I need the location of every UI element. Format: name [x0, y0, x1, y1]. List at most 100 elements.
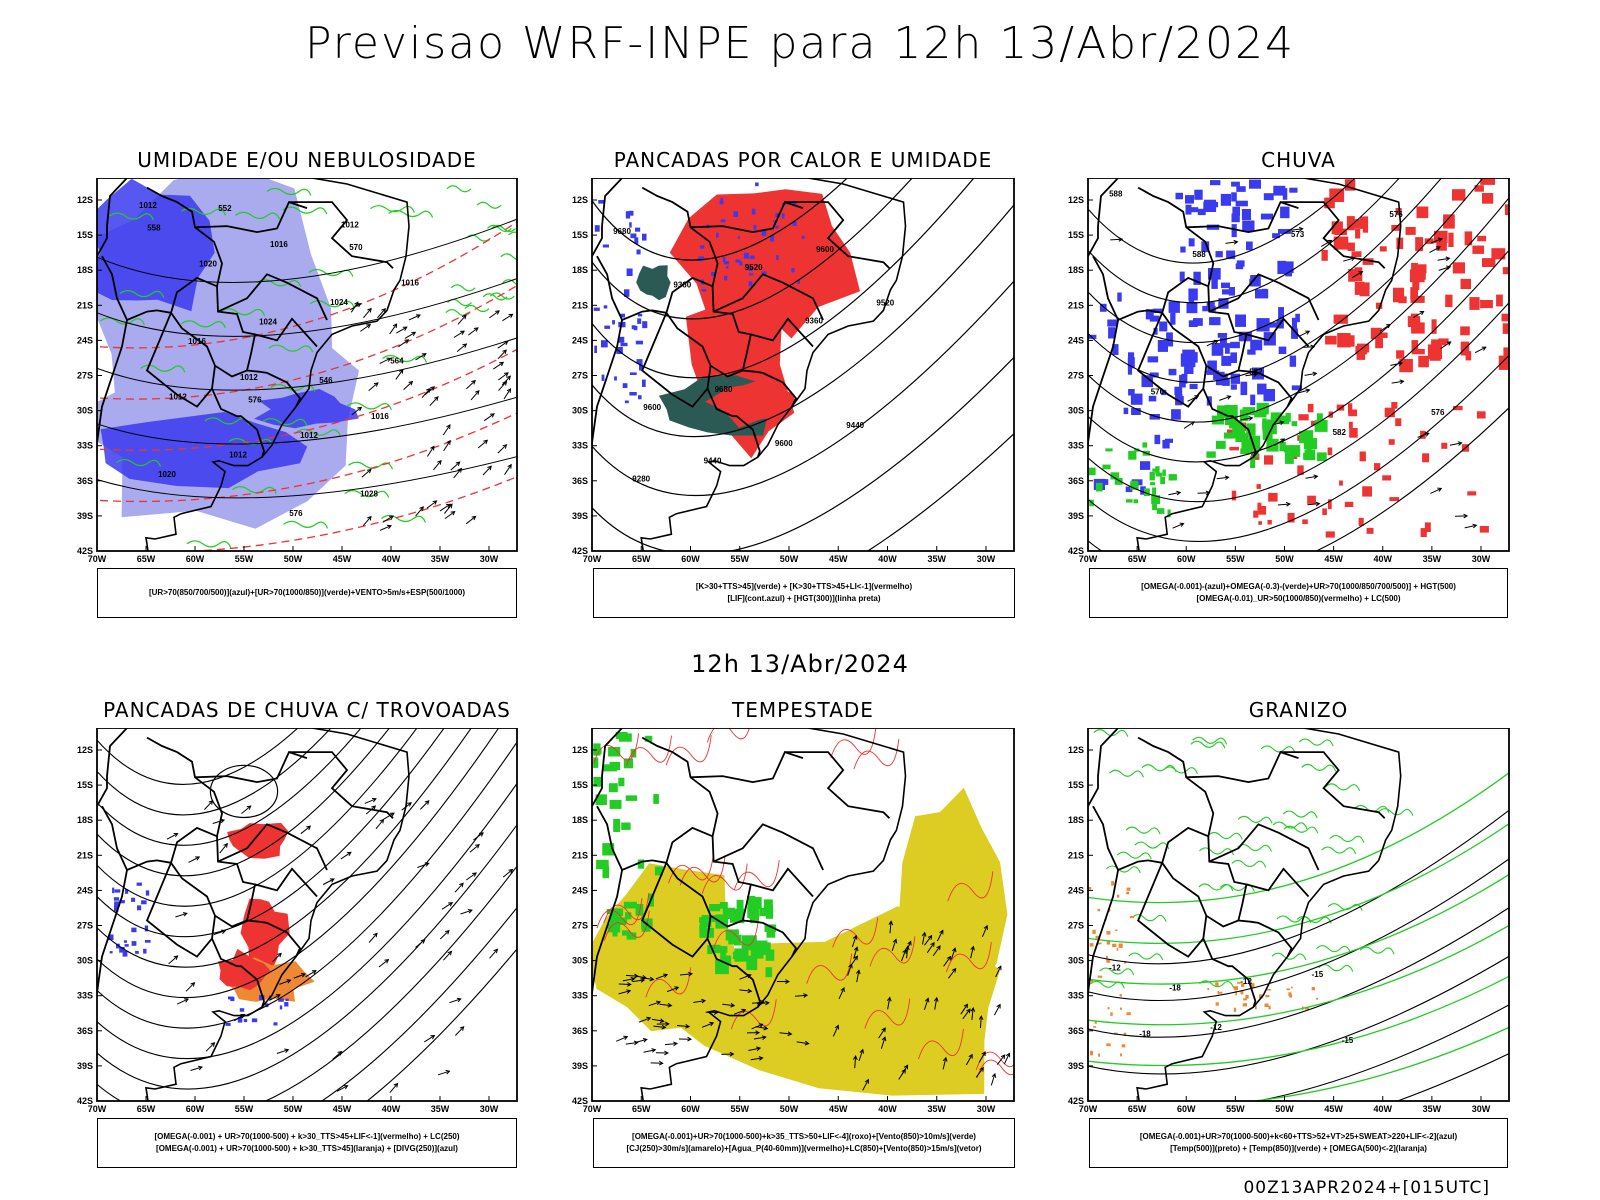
- wind-vector-head: [1463, 513, 1469, 519]
- field-speckle: [1291, 328, 1298, 339]
- wind-vector: [618, 983, 631, 985]
- field-speckle: [1256, 484, 1261, 489]
- wind-vector-head: [853, 946, 859, 952]
- wind-vector: [378, 959, 389, 968]
- lon-label: 45W: [829, 554, 848, 564]
- geopotential-500: [1088, 354, 1509, 543]
- map-frame: [1087, 178, 1510, 552]
- contour-label: 1012: [300, 431, 318, 440]
- wind-vector-head: [1358, 271, 1364, 276]
- temp-500-contour: [1088, 809, 1509, 965]
- political-border: [641, 312, 709, 408]
- field-speckle: [1226, 250, 1236, 260]
- wind-vector-head: [659, 1018, 665, 1024]
- field-speckle: [1197, 208, 1206, 216]
- lon-label: 40W: [382, 1104, 401, 1114]
- lon-label: 65W: [632, 554, 651, 564]
- lat-label: 33S: [1068, 991, 1084, 1001]
- wind-vector-head: [924, 997, 930, 1003]
- field-speckle: [1299, 431, 1312, 444]
- wind-vector: [1429, 246, 1441, 254]
- field-speckle: [1349, 428, 1358, 438]
- field-speckle: [593, 776, 602, 787]
- wind-vector: [415, 939, 426, 948]
- field-speckle: [1215, 440, 1226, 449]
- field-speckle: [141, 900, 147, 905]
- wind-vector-head: [946, 955, 952, 961]
- political-border: [750, 867, 814, 898]
- wind-vector: [970, 946, 974, 959]
- wind-vector-head: [415, 314, 421, 319]
- wind-vector: [415, 506, 424, 517]
- political-border: [665, 836, 752, 928]
- lat-label: 39S: [1068, 511, 1084, 521]
- political-border: [784, 201, 891, 269]
- map-frame: [591, 178, 1015, 552]
- wind-vector-head: [803, 993, 809, 998]
- wind-vector: [503, 388, 511, 400]
- coastline: [640, 728, 907, 1101]
- lat-label: 21S: [1068, 850, 1084, 860]
- wind-vector: [300, 825, 311, 835]
- field-speckle: [1203, 201, 1216, 211]
- field-speckle: [1166, 332, 1173, 343]
- wind-vector: [993, 1004, 1001, 1016]
- field-speckle: [623, 758, 633, 769]
- lon-label: 60W: [1177, 554, 1196, 564]
- wind-vector: [1297, 389, 1310, 394]
- temp-500-contour: [1255, 1004, 1509, 1101]
- wind-vector: [383, 812, 395, 820]
- lon-label: 55W: [235, 1104, 254, 1114]
- wind-vector-head: [499, 361, 505, 367]
- geopotential-500: [1088, 178, 1443, 343]
- field-speckle: [654, 866, 663, 876]
- field-speckle: [1175, 192, 1183, 200]
- lat-label: 39S: [1068, 1061, 1084, 1071]
- wind-vector: [426, 500, 437, 509]
- field-speckle: [776, 255, 779, 260]
- field-speckle: [1140, 461, 1151, 470]
- contour-label: -12: [1210, 1023, 1222, 1032]
- wind-vector: [978, 1051, 986, 1063]
- lat-label: 42S: [572, 546, 588, 556]
- temp-850-contour: [1325, 783, 1361, 792]
- wind-vector: [734, 1009, 746, 1015]
- temp-500-contour: [1088, 955, 1509, 1075]
- field-speckle: [1247, 349, 1256, 355]
- wind-vector: [213, 930, 226, 935]
- field-speckle: [1310, 420, 1317, 426]
- wind-vector: [443, 951, 452, 961]
- field-speckle: [763, 899, 773, 909]
- field-speckle: [1093, 1026, 1097, 1028]
- humidity-contour: [262, 417, 308, 426]
- field-speckle: [1480, 300, 1493, 309]
- wind-vector: [901, 949, 907, 962]
- pressure-isobar: [97, 277, 517, 337]
- streamline: [97, 728, 472, 968]
- field-speckle: [1477, 235, 1487, 242]
- field-speckle: [1472, 245, 1485, 254]
- field-speckle: [733, 934, 742, 946]
- political-border: [101, 186, 223, 322]
- wind-vector-head: [996, 1003, 1001, 1009]
- field-speckle: [1106, 1043, 1111, 1047]
- field-speckle: [1128, 389, 1135, 396]
- field-speckle: [1105, 448, 1113, 452]
- contour-label: 576: [289, 509, 303, 518]
- field-speckle: [1126, 499, 1133, 503]
- streamline-850: [806, 953, 853, 984]
- wind-vector: [853, 947, 858, 959]
- wind-vector-head: [430, 386, 436, 391]
- thickness-contour: [97, 348, 517, 451]
- field-speckle: [621, 822, 631, 830]
- field-speckle: [1090, 1050, 1094, 1056]
- wind-vector-head: [646, 1016, 652, 1022]
- field-speckle: [1235, 314, 1246, 327]
- field-speckle: [1189, 352, 1198, 363]
- temp-850-contour: [1190, 740, 1226, 749]
- field-speckle: [1348, 403, 1353, 414]
- lat-label: 27S: [77, 371, 93, 381]
- wind-vector: [377, 308, 386, 319]
- political-border: [254, 317, 318, 348]
- map-area: 1012 1012 1012 1012 1016 1016 1020 1012 1016 1012…: [97, 178, 517, 551]
